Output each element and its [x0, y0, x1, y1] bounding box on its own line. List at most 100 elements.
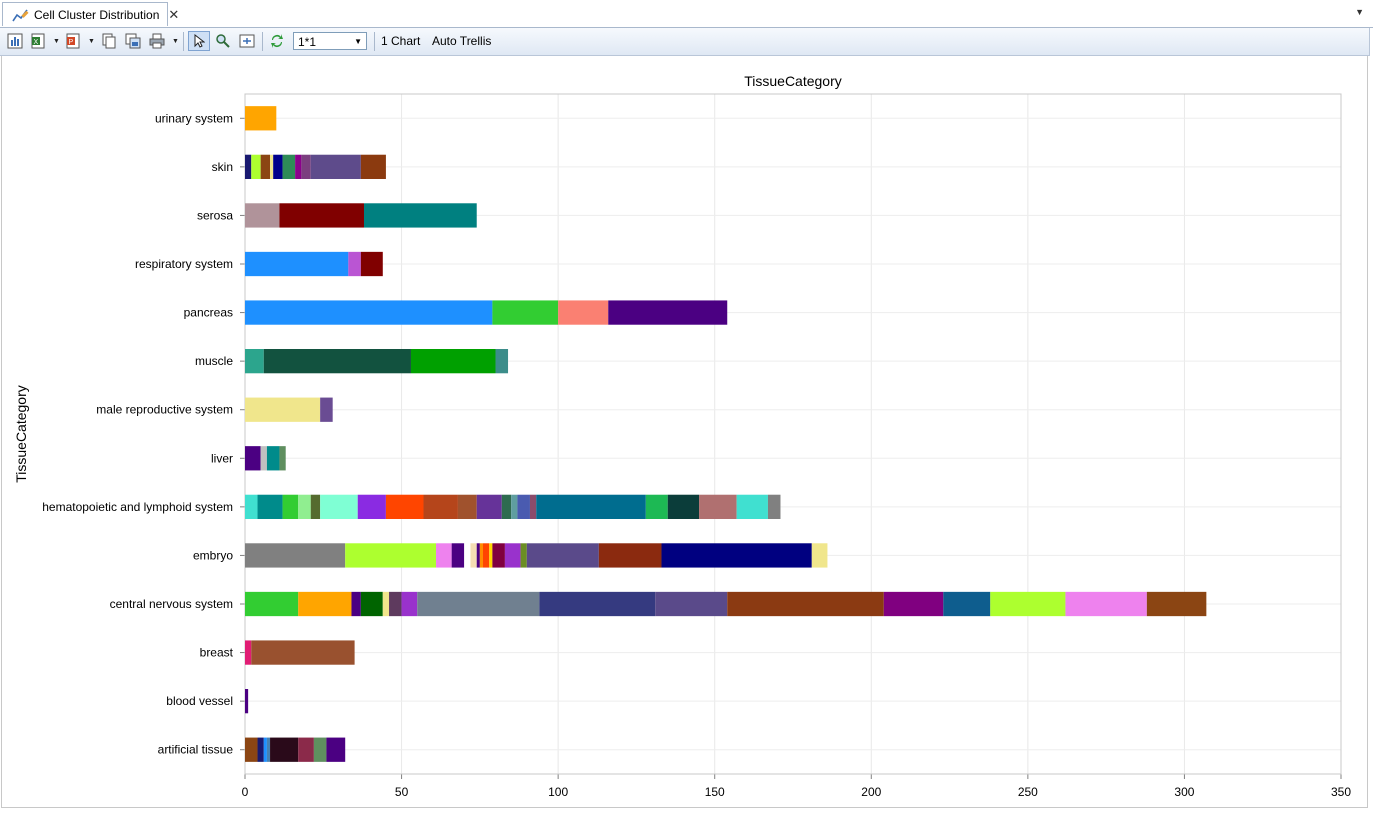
- bar-segment[interactable]: [270, 737, 299, 762]
- bar-segment[interactable]: [245, 154, 252, 179]
- tab-cell-cluster-distribution[interactable]: Cell Cluster Distribution ✕: [2, 2, 179, 26]
- export-powerpoint-dropdown-icon[interactable]: ▼: [88, 38, 95, 45]
- bar-segment[interactable]: [245, 689, 249, 714]
- zoom-button[interactable]: [214, 32, 232, 50]
- bar-segment[interactable]: [436, 543, 452, 568]
- bar-segment[interactable]: [263, 349, 411, 374]
- tab-list-dropdown-icon[interactable]: ▼: [1355, 7, 1364, 17]
- bar-segment[interactable]: [326, 737, 346, 762]
- bar-segment[interactable]: [539, 591, 656, 617]
- bar-segment[interactable]: [263, 737, 267, 762]
- layout-select[interactable]: 1*1 ▼: [293, 32, 367, 50]
- bar-segment[interactable]: [245, 106, 277, 131]
- bar-segment[interactable]: [260, 154, 271, 179]
- bar-segment[interactable]: [320, 397, 333, 422]
- bar-segment[interactable]: [266, 446, 280, 471]
- bar-segment[interactable]: [282, 494, 299, 519]
- bar-segment[interactable]: [245, 349, 264, 374]
- bar-segment[interactable]: [279, 446, 286, 471]
- bar-segment[interactable]: [811, 543, 828, 568]
- auto-trellis-button[interactable]: Auto Trellis: [432, 34, 492, 48]
- bar-segment[interactable]: [1146, 591, 1207, 617]
- bar-segment[interactable]: [470, 543, 477, 568]
- bar-segment[interactable]: [357, 494, 386, 519]
- bar-segment[interactable]: [423, 494, 458, 519]
- bar-segment[interactable]: [451, 543, 465, 568]
- bar-segment[interactable]: [943, 591, 991, 617]
- bar-segment[interactable]: [257, 737, 264, 762]
- chart-count-button[interactable]: 1 Chart: [381, 34, 421, 48]
- bar-segment[interactable]: [464, 543, 471, 568]
- bar-segment[interactable]: [310, 494, 321, 519]
- bar-segment[interactable]: [245, 591, 299, 617]
- bar-segment[interactable]: [476, 543, 480, 568]
- bar-segment[interactable]: [476, 494, 502, 519]
- bar-segment[interactable]: [348, 251, 361, 277]
- bar-segment[interactable]: [282, 154, 296, 179]
- copy-image-button[interactable]: [124, 32, 142, 50]
- bar-segment[interactable]: [245, 251, 349, 277]
- bar-segment[interactable]: [245, 203, 280, 228]
- bar-segment[interactable]: [667, 494, 700, 519]
- bar-segment[interactable]: [360, 154, 386, 179]
- bar-segment[interactable]: [260, 446, 267, 471]
- bar-segment[interactable]: [266, 737, 271, 762]
- bar-segment[interactable]: [382, 591, 390, 617]
- print-button[interactable]: [148, 32, 166, 50]
- bar-segment[interactable]: [661, 543, 812, 568]
- export-powerpoint-button[interactable]: P: [64, 32, 82, 50]
- bar-segment[interactable]: [608, 300, 728, 325]
- bar-segment[interactable]: [457, 494, 477, 519]
- bar-segment[interactable]: [245, 494, 258, 519]
- bar-segment[interactable]: [279, 203, 364, 228]
- bar-segment[interactable]: [270, 154, 274, 179]
- bar-segment[interactable]: [504, 543, 521, 568]
- bar-segment[interactable]: [699, 494, 737, 519]
- bar-segment[interactable]: [401, 591, 418, 617]
- bar-segment[interactable]: [410, 349, 496, 374]
- bar-segment[interactable]: [501, 494, 512, 519]
- bar-segment[interactable]: [245, 300, 493, 325]
- select-mode-button[interactable]: [188, 31, 210, 51]
- bar-segment[interactable]: [1065, 591, 1147, 617]
- bar-segment[interactable]: [363, 203, 477, 228]
- bar-segment[interactable]: [345, 543, 437, 568]
- bar-segment[interactable]: [295, 154, 302, 179]
- bar-segment[interactable]: [489, 543, 493, 568]
- bar-segment[interactable]: [990, 591, 1066, 617]
- bar-segment[interactable]: [257, 494, 283, 519]
- bar-segment[interactable]: [883, 591, 944, 617]
- bar-segment[interactable]: [251, 154, 261, 179]
- bar-segment[interactable]: [251, 640, 355, 665]
- bar-segment[interactable]: [273, 154, 283, 179]
- print-dropdown-icon[interactable]: ▼: [172, 38, 179, 45]
- bar-segment[interactable]: [495, 349, 509, 374]
- bar-segment[interactable]: [482, 543, 490, 568]
- bar-segment[interactable]: [520, 543, 527, 568]
- bar-segment[interactable]: [558, 300, 609, 325]
- copy-button[interactable]: [100, 32, 118, 50]
- bar-segment[interactable]: [645, 494, 668, 519]
- bar-segment[interactable]: [511, 494, 518, 519]
- bar-segment[interactable]: [360, 591, 383, 617]
- bar-segment[interactable]: [310, 154, 361, 179]
- bar-segment[interactable]: [320, 494, 358, 519]
- bar-segment[interactable]: [385, 494, 424, 519]
- bar-segment[interactable]: [245, 737, 258, 762]
- export-excel-button[interactable]: X: [29, 32, 47, 50]
- chart-properties-button[interactable]: [6, 32, 24, 50]
- bar-segment[interactable]: [526, 543, 599, 568]
- bar-segment[interactable]: [245, 543, 346, 568]
- bar-segment[interactable]: [313, 737, 327, 762]
- bar-segment[interactable]: [492, 543, 505, 568]
- close-icon[interactable]: ✕: [168, 6, 180, 22]
- bar-segment[interactable]: [479, 543, 483, 568]
- fit-to-window-button[interactable]: [238, 32, 256, 50]
- bar-segment[interactable]: [298, 494, 311, 519]
- bar-segment[interactable]: [736, 494, 768, 519]
- refresh-button[interactable]: [268, 32, 286, 50]
- bar-segment[interactable]: [298, 737, 314, 762]
- bar-segment[interactable]: [245, 446, 261, 471]
- bar-segment[interactable]: [655, 591, 728, 617]
- bar-segment[interactable]: [529, 494, 537, 519]
